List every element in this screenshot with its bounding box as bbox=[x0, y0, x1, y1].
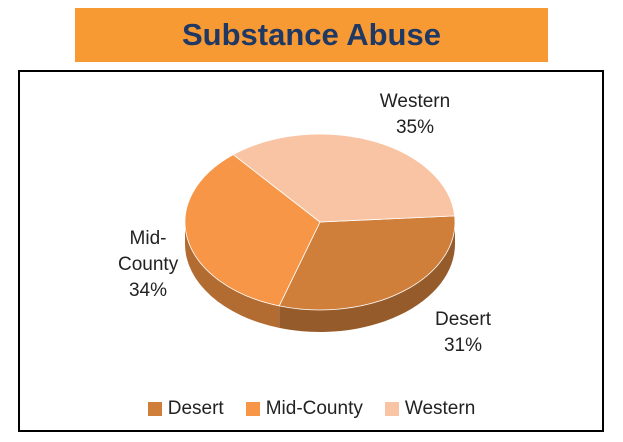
data-label: Western 35% bbox=[380, 89, 450, 141]
data-label: Mid-County 34% bbox=[118, 226, 178, 304]
legend-label: Mid-County bbox=[265, 398, 363, 419]
legend-swatch bbox=[245, 402, 260, 416]
slice bbox=[278, 215, 456, 311]
legend-item: Mid-County bbox=[245, 398, 363, 420]
legend-label: Desert bbox=[167, 398, 224, 419]
legend-item: Western bbox=[384, 398, 476, 420]
chart-title: Substance Abuse bbox=[75, 8, 548, 62]
pie-tops bbox=[184, 133, 456, 311]
data-label: Desert 31% bbox=[435, 307, 491, 359]
data-label-value: 31% bbox=[443, 335, 483, 356]
legend-label: Western bbox=[404, 398, 476, 419]
slice bbox=[184, 154, 321, 307]
slice bbox=[232, 133, 456, 223]
legend-swatch bbox=[147, 402, 162, 416]
data-label-name: Desert bbox=[435, 309, 491, 330]
legend-swatch bbox=[384, 402, 399, 416]
legend-item: Desert bbox=[147, 398, 224, 420]
data-label-value: 35% bbox=[395, 117, 435, 138]
data-label-value: 34% bbox=[128, 280, 168, 301]
pie-sides bbox=[185, 222, 455, 332]
legend: Desert Mid-County Western bbox=[0, 398, 623, 420]
slice-side bbox=[279, 222, 455, 332]
chart-frame bbox=[18, 70, 604, 432]
data-label-name: Western bbox=[379, 91, 451, 112]
data-label-name: Mid-County bbox=[118, 228, 179, 275]
slice-side bbox=[185, 222, 280, 328]
